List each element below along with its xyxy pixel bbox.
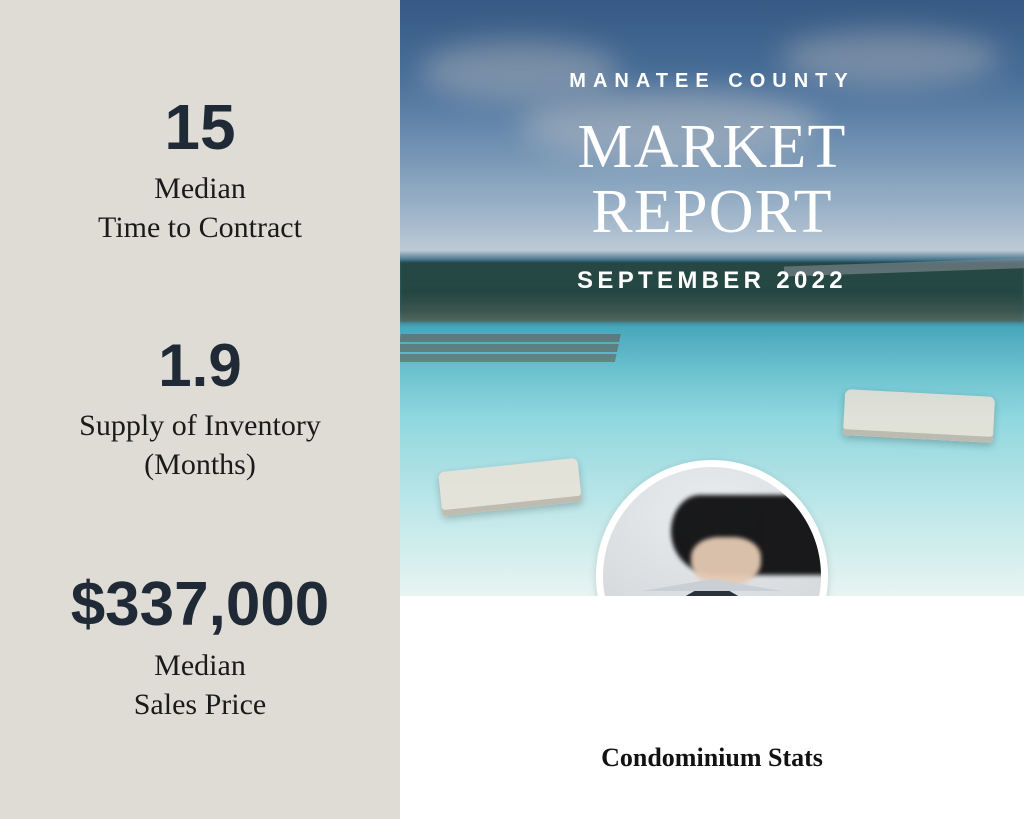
house-model-icon bbox=[642, 581, 782, 596]
boat-decoration bbox=[438, 458, 582, 516]
stat-label: Supply of Inventory (Months) bbox=[79, 406, 321, 484]
bottom-label: Condominium Stats bbox=[601, 743, 823, 773]
stat-supply-of-inventory: 1.9 Supply of Inventory (Months) bbox=[79, 336, 321, 484]
bottom-band: Condominium Stats bbox=[400, 596, 1024, 819]
hero-image: MANATEE COUNTY MARKET REPORT SEPTEMBER 2… bbox=[400, 0, 1024, 596]
stat-label: Median Sales Price bbox=[71, 646, 330, 724]
house-handshake-icon bbox=[596, 460, 828, 596]
stat-median-time-to-contract: 15 Median Time to Contract bbox=[98, 95, 302, 247]
stat-median-sales-price: $337,000 Median Sales Price bbox=[71, 574, 330, 724]
hero-subheading: SEPTEMBER 2022 bbox=[400, 267, 1024, 295]
house-roof-cap bbox=[642, 579, 782, 591]
hero-text-block: MANATEE COUNTY MARKET REPORT SEPTEMBER 2… bbox=[400, 70, 1024, 295]
hero-title-line2: REPORT bbox=[591, 178, 832, 246]
dock-decoration bbox=[400, 334, 621, 342]
hero-eyebrow: MANATEE COUNTY bbox=[400, 70, 1024, 93]
boat-decoration bbox=[843, 389, 995, 443]
stat-value: 1.9 bbox=[79, 336, 321, 396]
stat-value: $337,000 bbox=[71, 574, 330, 636]
hero-title-line1: MARKET bbox=[577, 113, 846, 181]
stat-value: 15 bbox=[98, 95, 302, 159]
report-hero-panel: MANATEE COUNTY MARKET REPORT SEPTEMBER 2… bbox=[400, 0, 1024, 819]
stats-panel: 15 Median Time to Contract 1.9 Supply of… bbox=[0, 0, 400, 819]
stat-label: Median Time to Contract bbox=[98, 169, 302, 247]
hero-title: MARKET REPORT bbox=[400, 115, 1024, 245]
